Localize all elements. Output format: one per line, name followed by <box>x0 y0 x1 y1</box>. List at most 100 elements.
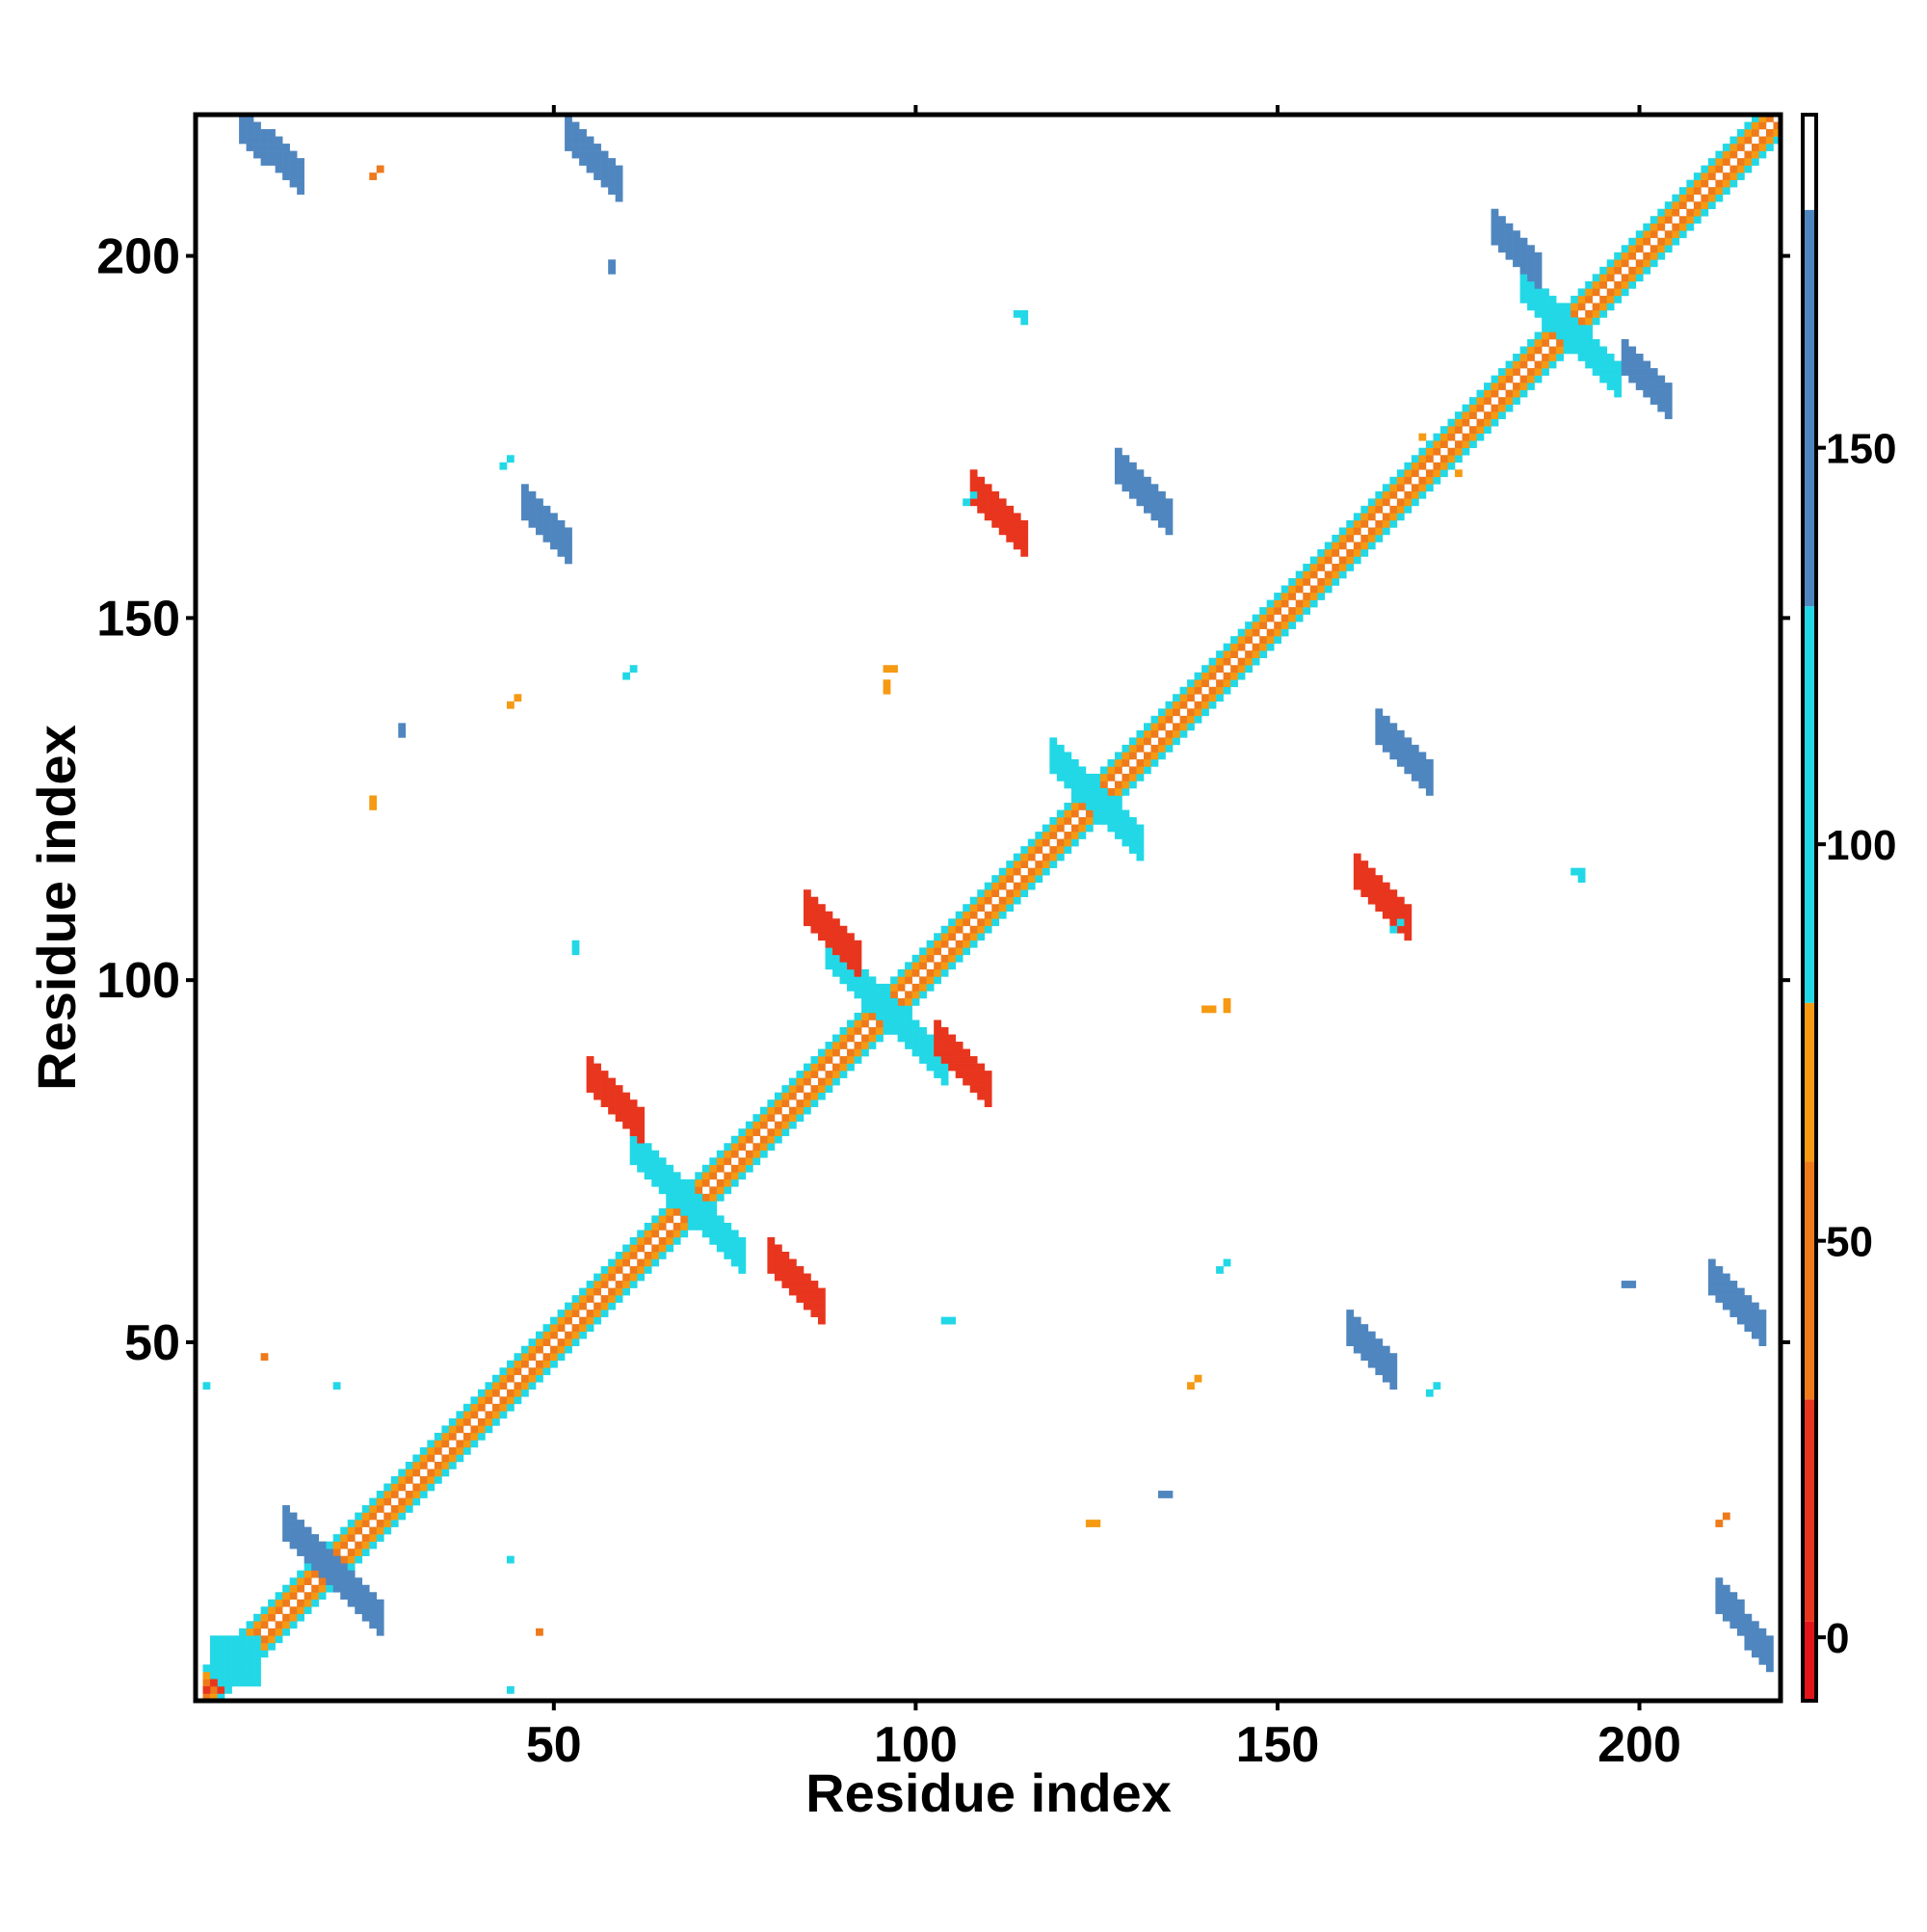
heatmap-cell <box>398 1505 407 1513</box>
heatmap-cell <box>984 918 992 927</box>
heatmap-cell <box>260 129 269 137</box>
heatmap-cell <box>673 1207 681 1216</box>
heatmap-cell <box>1614 375 1623 384</box>
heatmap-cell <box>383 1520 392 1527</box>
heatmap-cell <box>253 1650 261 1658</box>
heatmap-cell <box>1070 781 1079 789</box>
heatmap-cell <box>376 1599 384 1607</box>
heatmap-cell <box>1035 867 1043 876</box>
heatmap-cell <box>1418 476 1427 485</box>
heatmap-cell <box>1751 158 1759 166</box>
heatmap-cell <box>1389 925 1398 934</box>
heatmap-cell <box>1353 519 1361 528</box>
heatmap-cell <box>1389 918 1398 927</box>
heatmap-cell <box>1382 513 1390 521</box>
heatmap-cell <box>1635 266 1644 275</box>
heatmap-cell <box>1360 1331 1369 1339</box>
heatmap-cell <box>224 1685 232 1694</box>
heatmap-cell <box>1144 758 1151 767</box>
heatmap-cell <box>1346 1310 1355 1317</box>
heatmap-cell <box>1425 758 1434 767</box>
heatmap-cell <box>1657 245 1666 253</box>
heatmap-cell <box>210 1671 218 1680</box>
heatmap-cell <box>202 1679 211 1687</box>
heatmap-cell <box>788 1085 797 1093</box>
heatmap-cell <box>1621 274 1629 282</box>
heatmap-cell <box>1454 455 1463 463</box>
heatmap-cell <box>1758 1656 1767 1665</box>
heatmap-cell <box>514 1396 522 1405</box>
heatmap-cell <box>1360 542 1369 550</box>
heatmap-cell <box>1592 360 1600 369</box>
heatmap-cell <box>571 1331 580 1339</box>
heatmap-cell <box>1678 201 1687 210</box>
heatmap-cell <box>658 1164 667 1173</box>
heatmap-cell <box>1346 556 1355 565</box>
heatmap-cell <box>514 1382 522 1390</box>
heatmap-cell <box>1122 838 1130 847</box>
heatmap-cell <box>745 1135 753 1144</box>
heatmap-cell <box>282 1526 290 1535</box>
heatmap-cell <box>658 1207 667 1216</box>
heatmap-cell <box>1173 729 1180 738</box>
heatmap-cell <box>1216 694 1224 702</box>
heatmap-cell <box>1744 158 1753 166</box>
heatmap-cell <box>536 1338 543 1347</box>
heatmap-cell <box>1173 737 1180 746</box>
heatmap-cell <box>1498 216 1506 225</box>
heatmap-cell <box>1491 237 1499 246</box>
heatmap-cell <box>998 527 1007 536</box>
heatmap-cell <box>984 1085 992 1093</box>
heatmap-cell <box>1396 505 1405 514</box>
heatmap-cell <box>499 1396 508 1405</box>
heatmap-cell <box>825 954 833 963</box>
heatmap-cell <box>1758 1331 1767 1339</box>
heatmap-cell <box>282 1505 290 1513</box>
heatmap-cell <box>1259 643 1267 651</box>
heatmap-cell <box>911 962 920 970</box>
heatmap-cell <box>738 1157 747 1166</box>
heatmap-cell <box>1375 875 1384 883</box>
heatmap-cell <box>304 1570 312 1578</box>
heatmap-cell <box>1194 672 1202 680</box>
heatmap-cell <box>1375 490 1384 499</box>
heatmap-cell <box>1360 519 1369 528</box>
heatmap-cell <box>1758 144 1767 151</box>
heatmap-cell <box>876 983 884 992</box>
heatmap-cell <box>730 1172 739 1180</box>
heatmap-cell <box>615 1099 623 1107</box>
heatmap-cell <box>565 121 572 130</box>
heatmap-cell <box>1158 752 1166 760</box>
heatmap-cell <box>246 1642 254 1651</box>
heatmap-cell <box>1693 179 1702 188</box>
heatmap-cell <box>759 1121 768 1129</box>
heatmap-cell <box>1729 1606 1738 1615</box>
heatmap-cell <box>1527 303 1535 311</box>
heatmap-cell <box>658 1222 667 1231</box>
heatmap-cell <box>326 1584 334 1593</box>
colorbar-band <box>1803 115 1816 210</box>
heatmap-cell <box>644 1236 652 1245</box>
heatmap-cell <box>1173 723 1180 731</box>
heatmap-cell <box>536 527 543 536</box>
heatmap-cell <box>600 1266 609 1274</box>
heatmap-cell <box>448 1417 457 1426</box>
heatmap-cell <box>1245 636 1253 644</box>
heatmap-cell <box>1223 672 1231 680</box>
heatmap-cell <box>594 1281 601 1288</box>
heatmap-cell <box>666 1207 674 1216</box>
heatmap-cell <box>1686 179 1695 188</box>
heatmap-cell <box>1418 766 1427 775</box>
heatmap-cell <box>1179 723 1188 731</box>
heatmap-cell <box>1122 462 1130 470</box>
heatmap-cell <box>1288 578 1297 586</box>
heatmap-cell <box>491 1403 500 1412</box>
heatmap-cell <box>1382 484 1390 492</box>
heatmap-cell <box>1650 245 1658 253</box>
heatmap-cell <box>1628 245 1637 253</box>
heatmap-cell <box>355 1520 363 1527</box>
heatmap-cell <box>586 1287 594 1296</box>
heatmap-cell <box>680 1186 689 1195</box>
heatmap-cell <box>1736 1310 1745 1317</box>
heatmap-cell <box>1099 787 1108 796</box>
